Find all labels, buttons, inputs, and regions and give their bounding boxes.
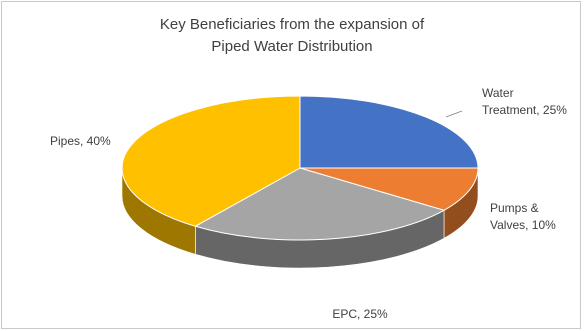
leader-line-0 — [445, 110, 463, 118]
pie-slice-pipes — [121, 95, 301, 227]
data-label-pipes: Pipes, 40% — [50, 134, 111, 148]
data-labels: Water Treatment, 25% Pumps & Valves, 10% EPC… — [50, 86, 567, 321]
pie-tops — [121, 95, 479, 241]
data-label-pumps-valves: Pumps & Valves, 10% — [490, 201, 556, 232]
data-label-line: Water — [482, 86, 514, 100]
data-label-water-treatment: Water Treatment, 25% — [482, 86, 567, 117]
data-label-epc: EPC, 25% — [332, 307, 388, 321]
data-label-line: Valves, 10% — [490, 218, 556, 232]
pie-slice-water-treatment — [299, 95, 479, 169]
chart-title: Key Beneficiaries from the expansion of … — [0, 14, 584, 58]
leader-lines — [445, 110, 463, 118]
pie-slice-pumps-valves — [299, 167, 479, 211]
chart-title-line-1: Key Beneficiaries from the expansion of — [159, 16, 425, 33]
data-label-line: Pipes, 40% — [50, 134, 111, 148]
data-label-line: EPC, 25% — [332, 307, 388, 321]
data-label-line: Pumps & — [490, 201, 539, 215]
pie-slice-epc — [194, 167, 446, 241]
data-label-line: Treatment, 25% — [482, 103, 567, 117]
chart-title-line-2: Piped Water Distribution — [211, 38, 373, 55]
